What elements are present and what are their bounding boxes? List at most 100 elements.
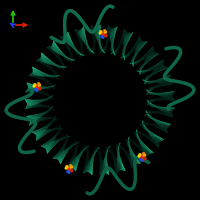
Polygon shape (129, 153, 132, 167)
Polygon shape (92, 31, 94, 47)
Polygon shape (149, 99, 164, 102)
Polygon shape (148, 100, 150, 105)
Polygon shape (47, 58, 60, 67)
Polygon shape (132, 163, 139, 164)
Polygon shape (116, 143, 121, 149)
Polygon shape (148, 135, 158, 146)
Polygon shape (78, 147, 86, 160)
Polygon shape (103, 164, 109, 175)
Polygon shape (110, 27, 117, 40)
Polygon shape (122, 49, 133, 58)
Circle shape (66, 170, 69, 173)
Polygon shape (159, 59, 164, 69)
Polygon shape (133, 133, 145, 134)
Polygon shape (65, 143, 76, 154)
Polygon shape (146, 71, 160, 79)
Polygon shape (169, 91, 175, 99)
Polygon shape (75, 140, 77, 150)
Polygon shape (144, 74, 150, 84)
Polygon shape (74, 142, 79, 144)
Polygon shape (70, 59, 74, 61)
Polygon shape (167, 91, 175, 98)
Polygon shape (49, 130, 60, 141)
Polygon shape (68, 48, 72, 62)
Polygon shape (92, 147, 99, 156)
Polygon shape (99, 45, 105, 54)
Polygon shape (168, 94, 175, 100)
Polygon shape (99, 28, 100, 44)
Polygon shape (158, 139, 160, 146)
Circle shape (140, 155, 144, 159)
Polygon shape (122, 50, 133, 58)
Polygon shape (47, 47, 59, 54)
Polygon shape (123, 40, 128, 55)
Polygon shape (91, 25, 98, 33)
Polygon shape (43, 147, 48, 150)
Polygon shape (113, 41, 121, 54)
Polygon shape (128, 144, 136, 158)
Polygon shape (148, 53, 159, 55)
Polygon shape (113, 43, 121, 54)
Polygon shape (145, 111, 154, 120)
Polygon shape (36, 60, 48, 62)
Polygon shape (139, 68, 141, 75)
Polygon shape (28, 100, 44, 101)
Polygon shape (131, 155, 132, 168)
Polygon shape (162, 80, 174, 84)
Polygon shape (142, 123, 157, 126)
Polygon shape (146, 130, 160, 138)
Polygon shape (158, 66, 168, 68)
Polygon shape (42, 105, 54, 109)
Polygon shape (93, 147, 100, 155)
Polygon shape (120, 56, 129, 57)
Polygon shape (54, 116, 56, 121)
Polygon shape (123, 34, 132, 46)
Polygon shape (139, 36, 140, 47)
Polygon shape (39, 118, 55, 121)
Polygon shape (70, 56, 73, 63)
Polygon shape (32, 132, 44, 133)
Polygon shape (110, 28, 117, 41)
Polygon shape (124, 29, 125, 42)
Polygon shape (128, 152, 132, 167)
Polygon shape (117, 167, 125, 171)
Polygon shape (111, 45, 115, 56)
Polygon shape (148, 103, 163, 108)
Polygon shape (125, 139, 135, 142)
Polygon shape (47, 46, 55, 47)
Polygon shape (148, 46, 153, 58)
Polygon shape (137, 135, 147, 147)
Polygon shape (150, 100, 166, 101)
Polygon shape (158, 91, 172, 96)
Polygon shape (138, 36, 140, 48)
Polygon shape (69, 34, 73, 49)
Polygon shape (47, 132, 59, 143)
Polygon shape (26, 99, 41, 103)
Polygon shape (123, 39, 129, 54)
Polygon shape (134, 45, 144, 57)
Polygon shape (116, 160, 118, 173)
Polygon shape (146, 86, 154, 94)
Polygon shape (30, 70, 35, 75)
Polygon shape (135, 131, 139, 134)
Polygon shape (158, 59, 164, 70)
Polygon shape (58, 126, 62, 130)
Polygon shape (63, 35, 67, 37)
Polygon shape (147, 135, 157, 146)
Polygon shape (127, 137, 130, 145)
Polygon shape (56, 74, 58, 79)
Polygon shape (99, 42, 104, 53)
Polygon shape (143, 55, 157, 64)
Polygon shape (146, 99, 155, 105)
Polygon shape (116, 144, 125, 148)
Polygon shape (122, 56, 126, 58)
Polygon shape (126, 151, 131, 165)
Polygon shape (146, 90, 155, 95)
Polygon shape (96, 147, 101, 159)
Polygon shape (92, 28, 95, 44)
Polygon shape (38, 70, 53, 77)
Polygon shape (50, 94, 52, 100)
Polygon shape (125, 45, 135, 57)
Polygon shape (48, 81, 55, 89)
Polygon shape (50, 75, 60, 77)
